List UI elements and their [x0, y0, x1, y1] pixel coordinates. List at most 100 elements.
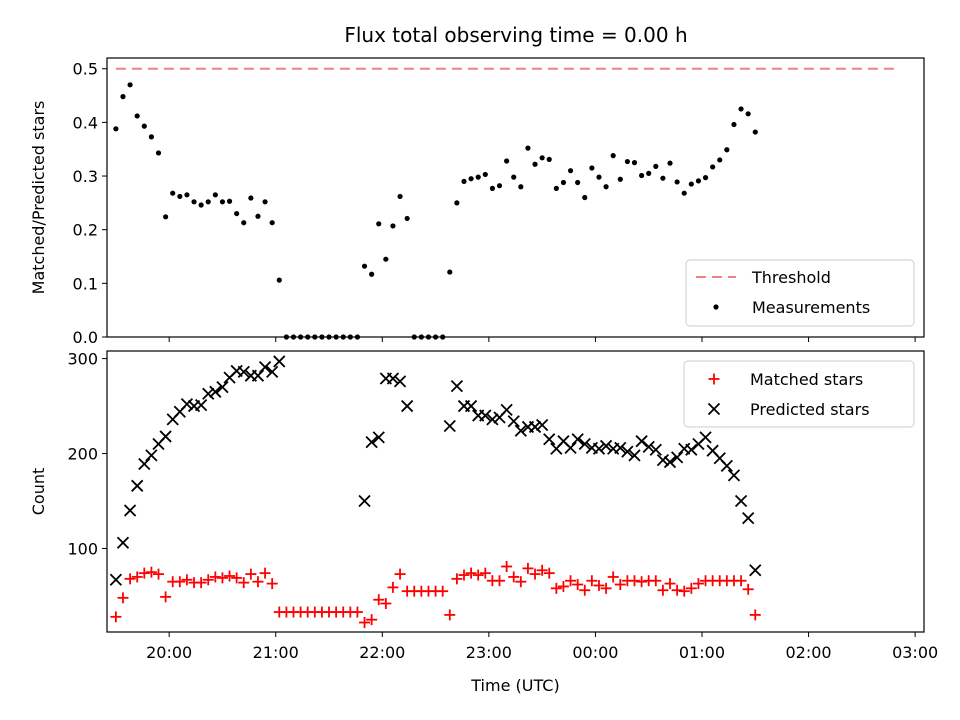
marker-stroke [635, 435, 648, 448]
predicted-stars-marker [464, 399, 478, 413]
measurement-point [710, 164, 716, 170]
predicted-stars-marker [685, 443, 698, 456]
measurement-point [440, 334, 446, 340]
matched-stars-marker [650, 575, 662, 587]
matched-stars-marker [124, 573, 136, 585]
predicted-stars-marker [386, 372, 400, 385]
x-tick-label: 00:00 [572, 643, 618, 662]
matched-stars-marker [451, 573, 463, 585]
matched-stars-marker [479, 567, 491, 579]
matched-stars-marker [557, 580, 569, 592]
measurement-point [738, 106, 744, 112]
matched-stars-marker [664, 578, 676, 590]
marker-stroke [706, 444, 719, 457]
marker-stroke [528, 420, 542, 434]
y-tick-label: 0.1 [73, 274, 98, 293]
marker-stroke [450, 379, 464, 393]
marker-stroke [159, 430, 172, 443]
measurement-point [113, 126, 119, 132]
count-panel: 100 200 300 20:00 21:00 22:00 23:00 00:00 01:00 0… [29, 350, 938, 695]
predicted-stars-marker [592, 442, 606, 455]
x-tick-label: 21:00 [253, 643, 299, 662]
predicted-stars-marker [372, 431, 385, 444]
measurement-point [610, 153, 616, 159]
predicted-stars-marker [266, 365, 279, 379]
matched-stars-marker [614, 579, 626, 591]
measurement-point [624, 158, 630, 165]
measurement-point [681, 190, 687, 196]
matched-stars-marker [153, 568, 165, 580]
measurement-point [255, 213, 261, 219]
matched-stars-marker [373, 594, 385, 606]
measurement-point [333, 334, 339, 340]
marker-stroke [571, 433, 584, 446]
matched-stars-marker [685, 582, 697, 594]
measurement-point [354, 334, 361, 340]
axes-frame [106, 57, 925, 338]
measurement-point [312, 334, 318, 340]
x-tick-label: 03:00 [892, 643, 938, 662]
matched-stars-marker [266, 578, 278, 590]
matched-stars-marker [678, 585, 690, 597]
predicted-stars-marker [656, 454, 670, 467]
predicted-stars-marker [514, 424, 527, 437]
matched-stars-marker [117, 592, 129, 604]
measurement-point [496, 183, 503, 189]
matched-stars-marker [572, 579, 584, 591]
measurement-point [617, 176, 623, 182]
measurement-point [468, 176, 474, 182]
matched-stars-marker [145, 566, 157, 578]
predicted-stars-marker [393, 375, 407, 388]
predicted-stars-marker [500, 403, 513, 416]
marker-stroke [358, 494, 371, 508]
measurement-point [141, 123, 147, 129]
measurement-point [120, 94, 126, 100]
matched-stars-marker [359, 617, 371, 629]
predicted-stars-marker [194, 398, 208, 412]
measurement-point [589, 165, 595, 171]
predicted-stars-marker [109, 573, 123, 586]
x-axis-label: Time (UTC) [470, 676, 559, 695]
legend: Matched stars Predicted stars [683, 360, 915, 428]
predicted-stars-marker [571, 433, 584, 446]
matched-stars-marker [522, 562, 534, 574]
measurement-point [639, 172, 645, 179]
measurement-point [489, 185, 496, 191]
measurement-point [205, 199, 211, 205]
marker-stroke [116, 536, 130, 549]
predicted-stars-marker [727, 469, 741, 482]
matched-stars-marker [636, 576, 648, 588]
marker-stroke [514, 424, 527, 437]
predicted-stars-marker [578, 437, 591, 451]
marker-stroke [685, 443, 698, 456]
y-tick-label: 0.5 [73, 60, 98, 79]
measurement-point [198, 202, 204, 208]
matched-stars-marker [550, 582, 562, 594]
marker-stroke [216, 380, 229, 394]
predicted-stars-marker [358, 494, 371, 508]
marker-stroke [628, 449, 641, 462]
matched-stars-marker [238, 577, 250, 589]
predicted-stars-marker [251, 369, 265, 382]
measurement-point [340, 334, 346, 340]
measurement-point [418, 334, 424, 340]
matched-stars-marker [259, 567, 271, 579]
predicted-stars-marker [699, 431, 712, 444]
measurement-point [432, 334, 439, 340]
measurement-point [482, 171, 488, 178]
predicted-stars-marker [649, 443, 662, 456]
marker-stroke [599, 439, 613, 453]
matched-stars-marker [174, 576, 186, 588]
measurement-point [326, 334, 332, 340]
matched-stars-marker [366, 614, 378, 626]
marker-stroke [536, 418, 549, 432]
measurement-point [212, 192, 218, 198]
matched-stars-marker [628, 575, 640, 587]
measurement-point [397, 193, 403, 200]
matched-stars-marker [742, 583, 754, 595]
measurement-point [241, 220, 247, 226]
legend-matched-label: Matched stars [750, 370, 863, 389]
y-tick-label: 300 [67, 350, 98, 369]
marker-stroke [145, 449, 158, 462]
matched-stars-marker [110, 611, 122, 623]
